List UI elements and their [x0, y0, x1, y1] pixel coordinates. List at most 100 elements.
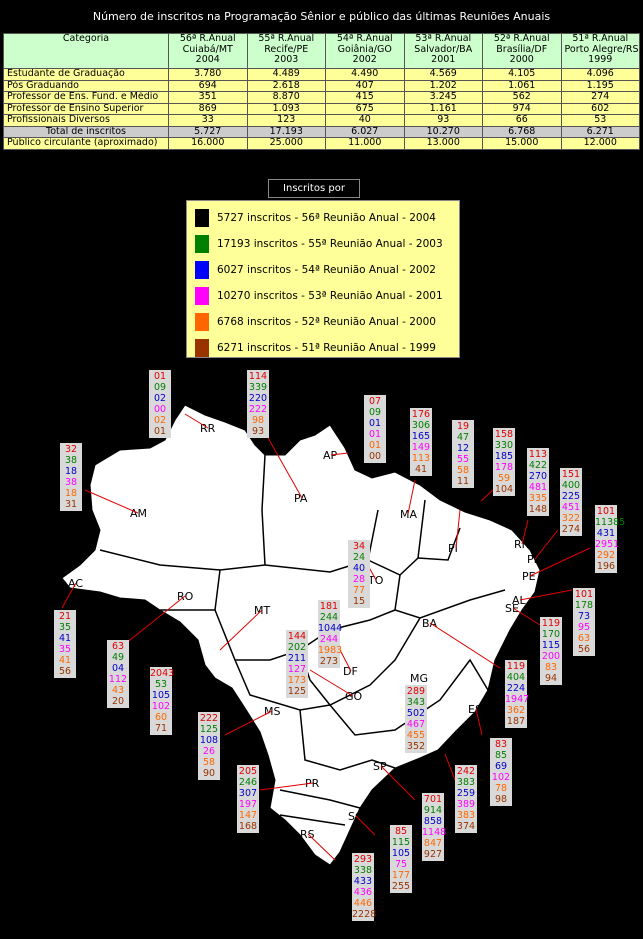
state-value: 185	[494, 451, 514, 462]
state-value: 113	[528, 449, 548, 460]
state-value: 105	[151, 690, 171, 701]
state-value: 158	[494, 429, 514, 440]
state-value: 374	[456, 821, 476, 832]
cell: 6.027	[325, 125, 405, 138]
state-value: 242	[456, 766, 476, 777]
header-col-2: 54ª R.Anual Goiânia/GO 2002	[325, 33, 405, 69]
state-value: 306	[411, 420, 431, 431]
state-values-df: 181 244 1044 244 1983 273	[318, 600, 343, 668]
state-value: 60	[154, 712, 168, 723]
state-value: 270	[528, 471, 548, 482]
state-value: 147	[238, 810, 258, 821]
state-values-am: 32 38 18 38 18 31	[60, 443, 82, 511]
state-value: 01	[368, 429, 382, 440]
state-value: 41	[414, 464, 428, 475]
state-value: 197	[238, 799, 258, 810]
state-value: 102	[491, 772, 511, 783]
state-value: 383	[456, 810, 476, 821]
state-value: 220	[248, 393, 268, 404]
state-value: 273	[319, 656, 339, 667]
cell: 1.093	[246, 102, 326, 115]
state-value: 114	[248, 371, 268, 382]
table-row: Professor de Ens. Fund. e Médio 351 8.870 4…	[3, 91, 640, 104]
state-value: 914	[423, 805, 443, 816]
state-value: 244	[319, 634, 339, 645]
state-value: 259	[456, 788, 476, 799]
legend-label: 5727 inscritos - 56ª Reunião Anual - 200…	[217, 212, 436, 224]
state-value: 75	[394, 859, 408, 870]
cell: 13.000	[403, 137, 483, 150]
header-col-1: 55ª R.Anual Recife/PE 2003	[246, 33, 326, 69]
callout-line	[355, 815, 376, 836]
state-label-ba: BA	[422, 617, 438, 630]
state-value: 274	[561, 524, 581, 535]
row-label: Professor de Ens. Fund. e Médio	[3, 91, 169, 104]
callout-line	[184, 413, 209, 429]
state-value: 04	[111, 663, 125, 674]
state-value: 149	[411, 442, 431, 453]
cell: 415	[325, 91, 405, 104]
cell: 25.000	[246, 137, 326, 150]
cell: 93	[403, 114, 483, 127]
cell: 274	[560, 91, 640, 104]
state-values-se: 119 170 115 200 83 94	[540, 617, 562, 685]
state-borders	[99, 454, 506, 826]
state-value: 101	[596, 506, 616, 517]
state-value: 58	[202, 757, 216, 768]
state-value: 362	[506, 705, 526, 716]
cell: 694	[168, 79, 248, 92]
state-label-df: DF	[343, 665, 358, 678]
header-col-4: 52ª R.Anual Brasília/DF 2000	[482, 33, 562, 69]
state-value: 98	[494, 794, 508, 805]
state-value: 1983	[318, 645, 343, 656]
state-label-go: GO	[345, 690, 363, 703]
state-value: 32	[64, 444, 78, 455]
enrollment-table: Categoria 56ª R.Anual Cuiabá/MT 2004 55ª R…	[3, 33, 640, 150]
cell: 12.000	[560, 137, 640, 150]
state-values-pa: 114 339 220 222 98 93	[247, 370, 269, 438]
state-label-rr: RR	[200, 422, 216, 435]
state-value: 09	[368, 407, 382, 418]
header-category: Categoria	[3, 33, 169, 69]
state-value: 105	[391, 848, 411, 859]
state-value: 165	[411, 431, 431, 442]
state-value: 293	[353, 854, 373, 865]
state-label-pa: PA	[294, 492, 308, 505]
state-value: 00	[368, 451, 382, 462]
callout-line	[309, 669, 354, 697]
state-label-es: ES	[468, 703, 482, 716]
state-values-sc: 85 115 105 75 177 255	[390, 825, 412, 893]
state-value: 01	[153, 426, 167, 437]
state-value: 125	[287, 686, 307, 697]
cell: 11.000	[325, 137, 405, 150]
row-label: Profissionais Diversos	[3, 114, 169, 127]
state-value: 196	[596, 561, 616, 572]
cell: 4.096	[560, 68, 640, 81]
legend: 5727 inscritos - 56ª Reunião Anual - 200…	[186, 200, 460, 358]
state-value: 422	[528, 460, 548, 471]
row-label: Pós Graduando	[3, 79, 169, 92]
cell: 53	[560, 114, 640, 127]
state-value: 102	[151, 701, 171, 712]
cell: 3.780	[168, 68, 248, 81]
state-value: 927	[423, 849, 443, 860]
callout-line	[307, 833, 336, 861]
state-value: 115	[391, 837, 411, 848]
state-value: 01	[368, 440, 382, 451]
state-value: 24	[352, 552, 366, 563]
callout-line	[259, 782, 314, 791]
state-value: 90	[202, 768, 216, 779]
callout-line	[429, 622, 501, 669]
state-value: 255	[391, 881, 411, 892]
state-value: 83	[494, 739, 508, 750]
state-value: 35	[58, 644, 72, 655]
state-value: 19	[456, 421, 470, 432]
table-header-row: Categoria 56ª R.Anual Cuiabá/MT 2004 55ª R…	[3, 33, 640, 69]
state-value: 73	[577, 611, 591, 622]
state-value: 502	[406, 708, 426, 719]
state-value: 98	[251, 415, 265, 426]
state-value: 56	[58, 666, 72, 677]
table-row-total: Total de inscritos 5.727 17.193 6.027 10…	[3, 125, 640, 138]
state-value: 181	[319, 601, 339, 612]
state-value: 1947	[505, 694, 530, 705]
